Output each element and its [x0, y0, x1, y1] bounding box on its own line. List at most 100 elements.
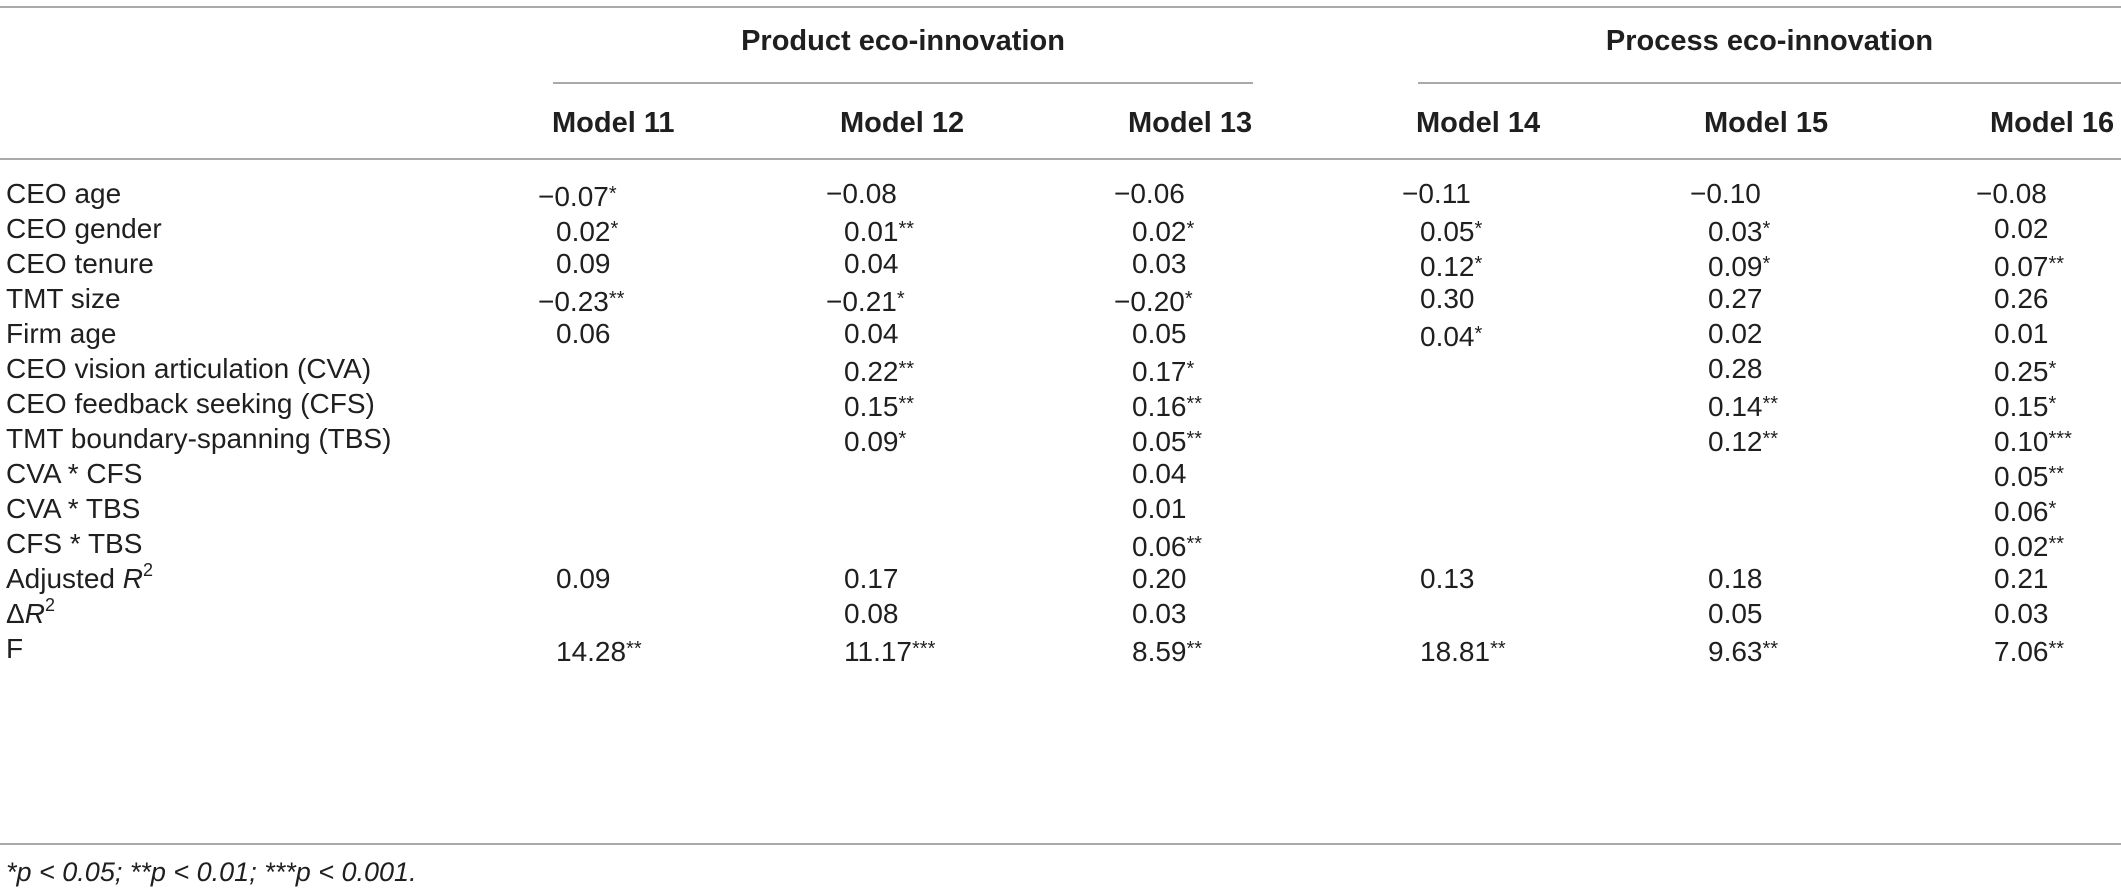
row-label-text: Firm age — [6, 318, 117, 349]
row-label-text: CEO tenure — [6, 248, 154, 279]
table-cell: 0.20 — [1132, 563, 1187, 594]
table-cell: 0.01** — [844, 216, 915, 247]
table-cell: 0.07** — [1994, 251, 2065, 282]
table-cell: 0.28 — [1708, 353, 1763, 384]
row-label: CEO age — [6, 177, 121, 211]
table-cell: 0.05* — [1420, 216, 1483, 247]
row-label-text: ΔR — [6, 598, 45, 629]
table-cell: 0.04 — [844, 248, 899, 279]
table-cell: −0.21* — [826, 286, 905, 317]
table-cell: 11.17*** — [844, 636, 936, 667]
table-cell: 18.81** — [1420, 636, 1506, 667]
row-label-text: CEO gender — [6, 213, 162, 244]
table-cell: 0.10*** — [1994, 426, 2072, 457]
table-cell: −0.23** — [538, 286, 625, 317]
model-header: Model 12 — [840, 107, 965, 139]
row-label-text: TMT boundary-spanning (TBS) — [6, 423, 392, 454]
row-label-text: Adjusted R — [6, 563, 143, 594]
row-label-text: CVA * CFS — [6, 458, 143, 489]
group-title-product: Product eco-innovation — [741, 25, 1065, 57]
row-label: CVA * CFS — [6, 457, 142, 491]
table-cell: 0.12* — [1420, 251, 1483, 282]
table-cell: 0.02* — [1132, 216, 1195, 247]
row-label-superscript: 2 — [142, 559, 153, 580]
group-title-process: Process eco-innovation — [1605, 25, 1934, 57]
table-cell: −0.11 — [1402, 178, 1471, 209]
model-header: Model 13 — [1128, 107, 1253, 139]
table-cell: 0.06 — [556, 318, 611, 349]
table-cell: 0.06** — [1132, 531, 1203, 562]
row-label-text: CVA * TBS — [6, 493, 141, 524]
row-label: CVA * TBS — [6, 492, 140, 526]
table-cell: 0.04* — [1420, 321, 1483, 352]
table-cell: 0.14** — [1708, 391, 1779, 422]
table-cell: −0.06 — [1114, 178, 1185, 209]
table-cell: 0.01 — [1994, 318, 2049, 349]
table-cell: 0.09 — [556, 563, 611, 594]
row-label: CFS * TBS — [6, 527, 142, 561]
table-cell: 0.03 — [1132, 248, 1187, 279]
row-label: CEO vision articulation (CVA) — [6, 352, 371, 386]
table-cell: 0.03 — [1132, 598, 1187, 629]
table-cell: 0.05** — [1994, 461, 2065, 492]
table-cell: 9.63** — [1708, 636, 1779, 667]
table-cell: 0.15* — [1994, 391, 2057, 422]
row-label-superscript: 2 — [44, 594, 55, 615]
model-header: Model 14 — [1416, 107, 1541, 139]
row-label-text: TMT size — [6, 283, 121, 314]
row-label: ΔR2 — [6, 594, 55, 631]
table-cell: 0.05 — [1132, 318, 1187, 349]
row-label-text: CFS * TBS — [6, 528, 143, 559]
row-label: CEO gender — [6, 212, 162, 246]
row-label: F — [6, 632, 23, 666]
row-label-text: CEO feedback seeking (CFS) — [6, 388, 375, 419]
table-cell: 0.18 — [1708, 563, 1763, 594]
table-cell: −0.10 — [1690, 178, 1761, 209]
footnote: *p < 0.05; **p < 0.01; ***p < 0.001. — [6, 857, 417, 887]
row-label: TMT boundary-spanning (TBS) — [6, 422, 391, 456]
table-cell: 0.09* — [844, 426, 907, 457]
table-cell: −0.20* — [1114, 286, 1193, 317]
table-cell: −0.08 — [1976, 178, 2047, 209]
table-cell: 14.28** — [556, 636, 642, 667]
table-cell: 0.21 — [1994, 563, 2049, 594]
table-cell: 0.04 — [844, 318, 899, 349]
table-cell: 0.04 — [1132, 458, 1187, 489]
table-cell: 0.17 — [844, 563, 899, 594]
row-label: TMT size — [6, 282, 121, 316]
table-cell: 0.17* — [1132, 356, 1195, 387]
table-cell: 0.08 — [844, 598, 899, 629]
row-label-text: F — [6, 633, 24, 664]
table-cell: 0.30 — [1420, 283, 1475, 314]
table-cell: 0.26 — [1994, 283, 2049, 314]
table-cell: 0.09 — [556, 248, 611, 279]
table-cell: 0.27 — [1708, 283, 1763, 314]
table-cell: 0.02* — [556, 216, 619, 247]
table-cell: 0.01 — [1132, 493, 1187, 524]
table-cell: 0.15** — [844, 391, 915, 422]
model-header: Model 11 — [552, 107, 675, 139]
model-header: Model 16 — [1990, 107, 2115, 139]
table-cell: 0.12** — [1708, 426, 1779, 457]
table-cell: 0.05 — [1708, 598, 1763, 629]
row-label-text: CEO vision articulation (CVA) — [6, 353, 372, 384]
table-cell: 0.13 — [1420, 563, 1475, 594]
row-label: Adjusted R2 — [6, 559, 153, 596]
row-label: CEO tenure — [6, 247, 154, 281]
table-cell: −0.07* — [538, 181, 617, 212]
table-cell: 0.02 — [1708, 318, 1763, 349]
header-rule — [0, 158, 2121, 160]
table-cell: 0.06* — [1994, 496, 2057, 527]
table-cell: 0.02 — [1994, 213, 2049, 244]
table-cell: 8.59** — [1132, 636, 1203, 667]
top-rule — [0, 6, 2121, 8]
table-cell: 0.09* — [1708, 251, 1771, 282]
table-cell: 0.22** — [844, 356, 915, 387]
table-cell: 7.06** — [1994, 636, 2065, 667]
row-label: CEO feedback seeking (CFS) — [6, 387, 375, 421]
bottom-rule — [0, 843, 2121, 845]
table-cell: −0.08 — [826, 178, 897, 209]
row-label-text: CEO age — [6, 178, 122, 209]
table-cell: 0.05** — [1132, 426, 1203, 457]
table-cell: 0.03 — [1994, 598, 2049, 629]
